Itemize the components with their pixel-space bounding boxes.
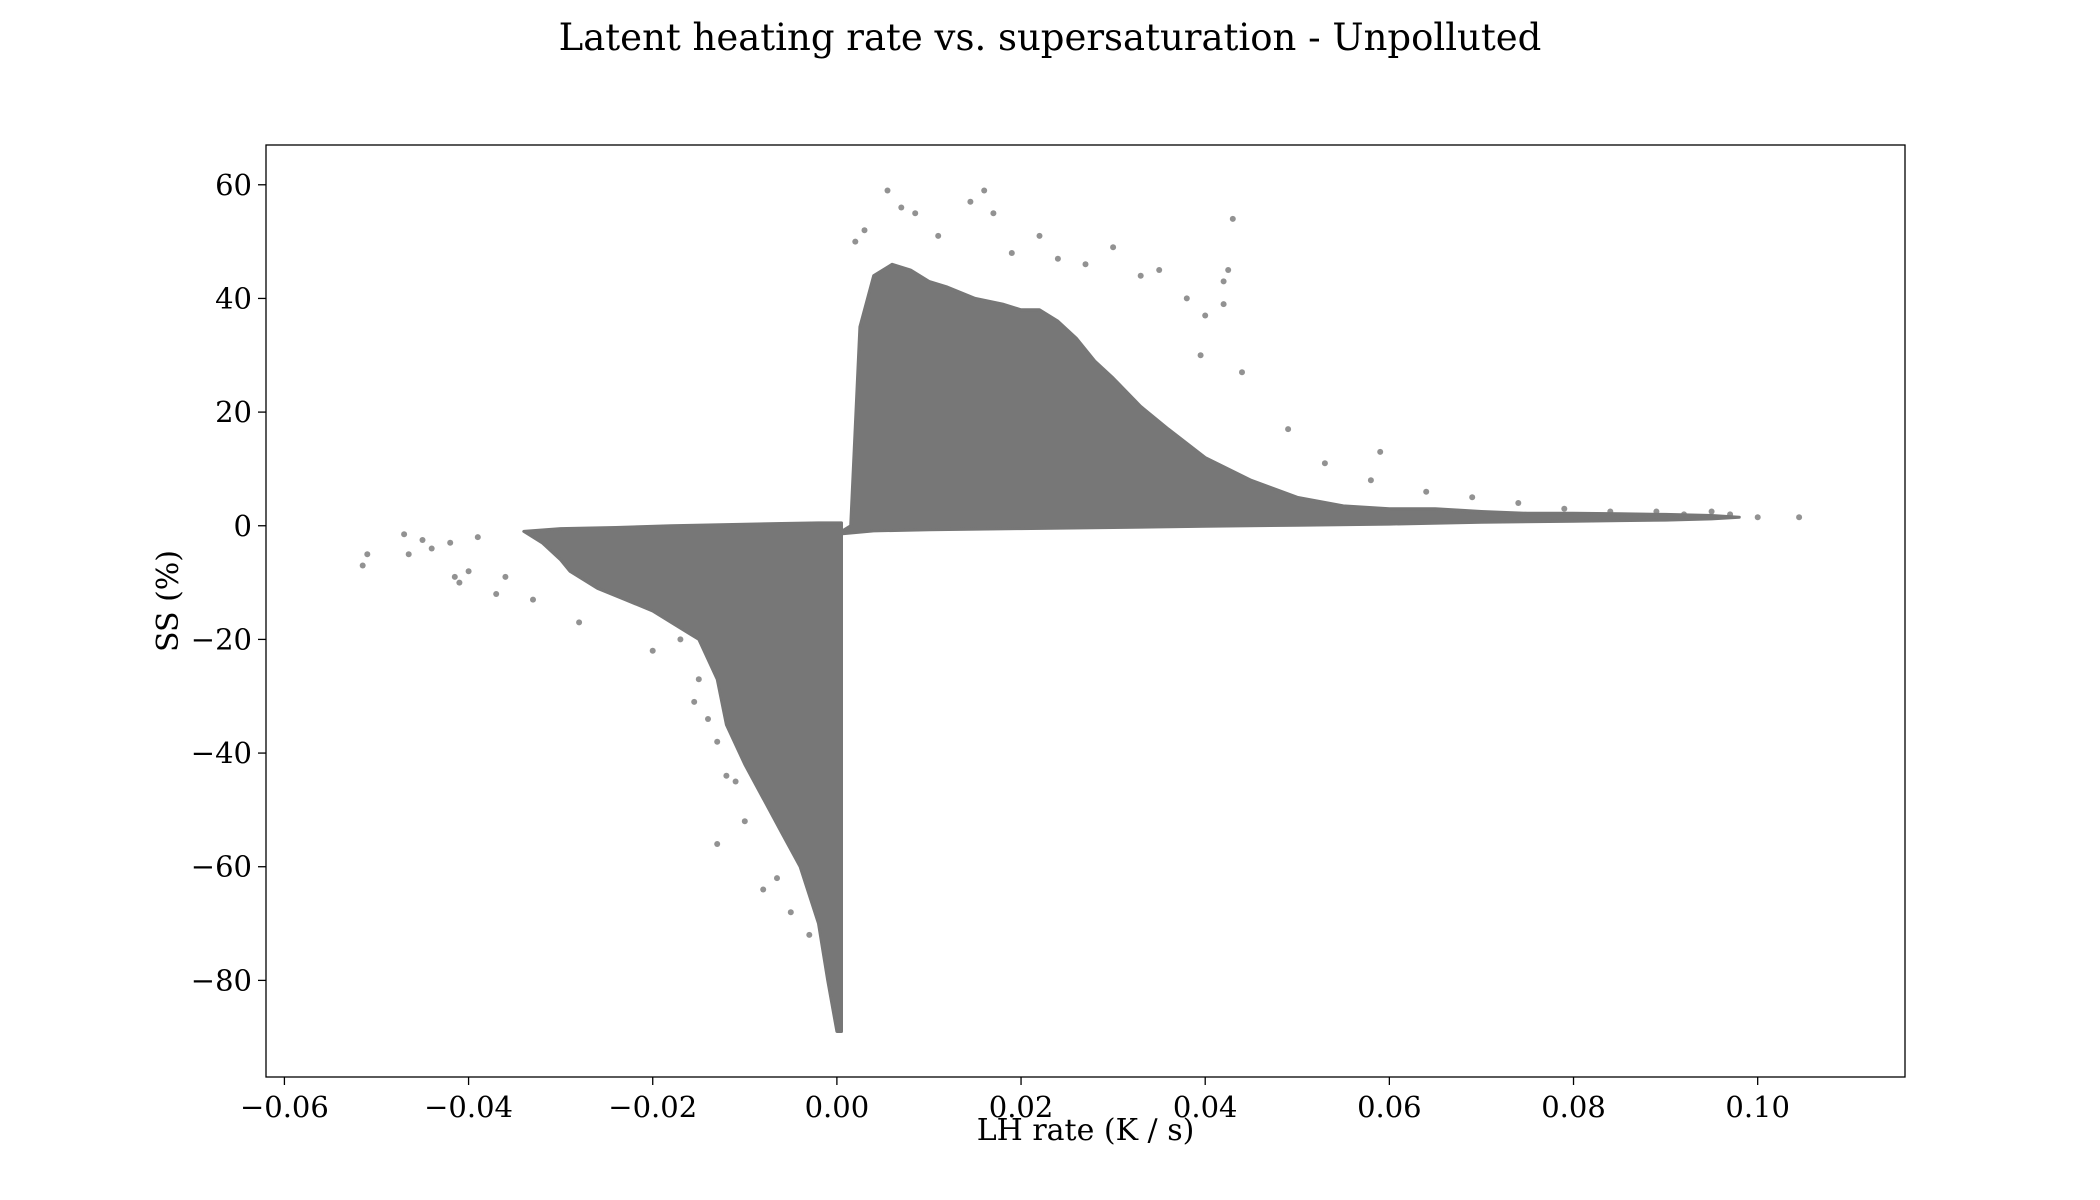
data-point-cloud <box>522 521 843 1033</box>
data-point <box>359 562 366 569</box>
data-point <box>806 931 813 938</box>
data-point <box>1197 352 1204 359</box>
data-point <box>401 531 408 538</box>
data-point <box>502 573 509 580</box>
data-point <box>1183 295 1190 302</box>
data-point <box>714 738 721 745</box>
data-point <box>861 227 868 234</box>
data-point <box>732 778 739 785</box>
x-axis-label: LH rate (K / s) <box>977 1113 1195 1148</box>
data-point <box>405 551 412 558</box>
data-point <box>677 636 684 643</box>
data-point <box>447 539 454 546</box>
x-tick-label: 0.00 <box>805 1090 870 1124</box>
data-point <box>1110 244 1117 251</box>
data-point <box>1469 494 1476 501</box>
plot-area <box>265 144 1906 1078</box>
data-point <box>474 534 481 541</box>
y-tick-label: −40 <box>191 736 252 770</box>
data-point <box>774 875 780 882</box>
data-point <box>1754 514 1761 521</box>
data-point-cloud <box>835 262 1741 536</box>
y-tick-label: −80 <box>191 963 252 997</box>
data-point <box>990 210 997 217</box>
y-tick-label: 0 <box>234 509 252 543</box>
data-point <box>760 886 767 893</box>
x-tick-label: 0.06 <box>1357 1090 1422 1124</box>
data-point <box>649 647 656 654</box>
data-point <box>1796 514 1803 521</box>
x-tick-label: −0.04 <box>424 1090 513 1124</box>
data-point <box>714 841 721 847</box>
data-point <box>1285 426 1292 433</box>
y-axis-label: SS (%) <box>151 550 186 652</box>
y-axis: 60 40 20 0 −20 −40 −60 −80 <box>191 168 266 997</box>
x-tick-label: −0.02 <box>608 1090 697 1124</box>
plot-frame <box>265 144 1906 1078</box>
data-point <box>1377 448 1384 455</box>
data-point <box>1561 505 1568 512</box>
data-point <box>1082 261 1089 268</box>
data-point <box>935 232 942 239</box>
data-point <box>1220 301 1227 308</box>
data-point <box>530 596 536 603</box>
data-point <box>419 537 426 543</box>
data-point <box>1653 508 1660 515</box>
x-tick-label: 0.02 <box>989 1090 1054 1124</box>
data-point <box>576 619 583 626</box>
y-tick-label: −60 <box>191 850 252 884</box>
data-point <box>364 551 371 558</box>
data-point <box>898 204 905 211</box>
data-point <box>1607 508 1614 515</box>
chart-title: Latent heating rate vs. supersaturation … <box>559 16 1542 59</box>
x-tick-label: 0.04 <box>1173 1090 1238 1124</box>
data-point <box>1239 369 1245 376</box>
x-tick-label: 0.10 <box>1725 1090 1790 1124</box>
data-point <box>912 210 919 217</box>
x-tick-label: −0.06 <box>240 1090 329 1124</box>
data-point <box>1008 250 1015 256</box>
data-point <box>1225 267 1232 273</box>
data-point <box>1036 232 1043 239</box>
data-point <box>1321 460 1328 467</box>
data-point <box>967 198 974 205</box>
data-point <box>787 909 794 916</box>
data-point <box>741 818 748 825</box>
data-point <box>1202 312 1209 319</box>
data-point <box>456 579 463 586</box>
y-tick-label: 60 <box>215 168 252 202</box>
data-point <box>465 568 472 575</box>
data-point <box>1137 272 1144 279</box>
data-point <box>695 676 702 683</box>
data-point <box>1156 267 1163 273</box>
y-tick-label: 40 <box>215 281 252 315</box>
data-point <box>691 698 698 705</box>
data-point <box>1367 477 1374 484</box>
data-point <box>1220 278 1227 285</box>
data-points <box>359 187 1803 1033</box>
x-axis: −0.06 −0.04 −0.02 0.00 0.02 0.04 0.06 0.08 0.10 <box>240 1077 1790 1124</box>
data-point <box>451 573 458 580</box>
x-tick-label: 0.08 <box>1541 1090 1606 1124</box>
data-point <box>705 716 711 722</box>
data-point <box>1229 215 1236 222</box>
data-point <box>428 545 435 552</box>
data-point <box>1681 511 1687 518</box>
data-point <box>493 591 500 597</box>
data-point <box>1515 500 1522 506</box>
data-point <box>852 238 859 245</box>
data-point <box>723 772 730 779</box>
data-point <box>1054 255 1061 262</box>
data-point <box>1708 508 1715 515</box>
data-point <box>1423 488 1430 495</box>
data-point <box>1727 511 1734 518</box>
data-point <box>981 187 988 194</box>
data-point <box>884 187 891 194</box>
y-tick-label: 20 <box>215 395 252 429</box>
y-tick-label: −20 <box>191 622 252 656</box>
